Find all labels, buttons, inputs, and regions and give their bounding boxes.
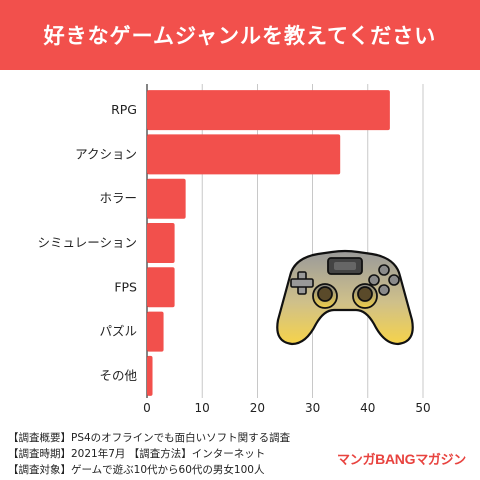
chart-title: 好きなゲームジャンルを教えてください [0, 0, 480, 70]
bar [147, 267, 175, 308]
x-tick-label: 30 [305, 401, 320, 415]
x-tick-label: 0 [143, 401, 151, 415]
game-controller-icon [276, 249, 414, 346]
category-label: アクション [75, 146, 137, 161]
category-label: ホラー [99, 191, 137, 206]
x-tick-label: 20 [250, 401, 265, 415]
bar [147, 134, 341, 175]
brand-middle: BANG [375, 451, 416, 467]
bar [147, 355, 153, 396]
bar [147, 311, 164, 352]
survey-period-method: 【調査時期】2021年7月 【調査方法】インターネット [8, 448, 266, 460]
bar [147, 178, 186, 219]
category-label: RPG [111, 102, 137, 117]
bars [147, 90, 390, 396]
survey-notes: 【調査概要】PS4のオフラインでも面白いソフト関する調査 【調査時期】2021年… [8, 430, 290, 478]
category-label: シミュレーション [37, 235, 137, 250]
survey-summary: 【調査概要】PS4のオフラインでも面白いソフト関する調査 [8, 432, 291, 444]
survey-target: 【調査対象】ゲームで遊ぶ10代から60代の男女100人 [8, 464, 265, 476]
brand-logo: マンガBANGマガジン [337, 449, 466, 468]
brand-prefix: マンガ [337, 453, 376, 468]
x-tick-label: 50 [415, 401, 430, 415]
category-label: その他 [99, 368, 137, 383]
category-label: FPS [114, 279, 137, 294]
bar [147, 90, 390, 131]
bar [147, 223, 175, 263]
x-tick-label: 40 [360, 401, 375, 415]
category-label: パズル [99, 324, 137, 339]
brand-suffix: マガジン [415, 453, 466, 468]
x-tick-labels: 0 10 20 30 40 50 [143, 401, 430, 415]
x-tick-label: 10 [195, 401, 210, 415]
